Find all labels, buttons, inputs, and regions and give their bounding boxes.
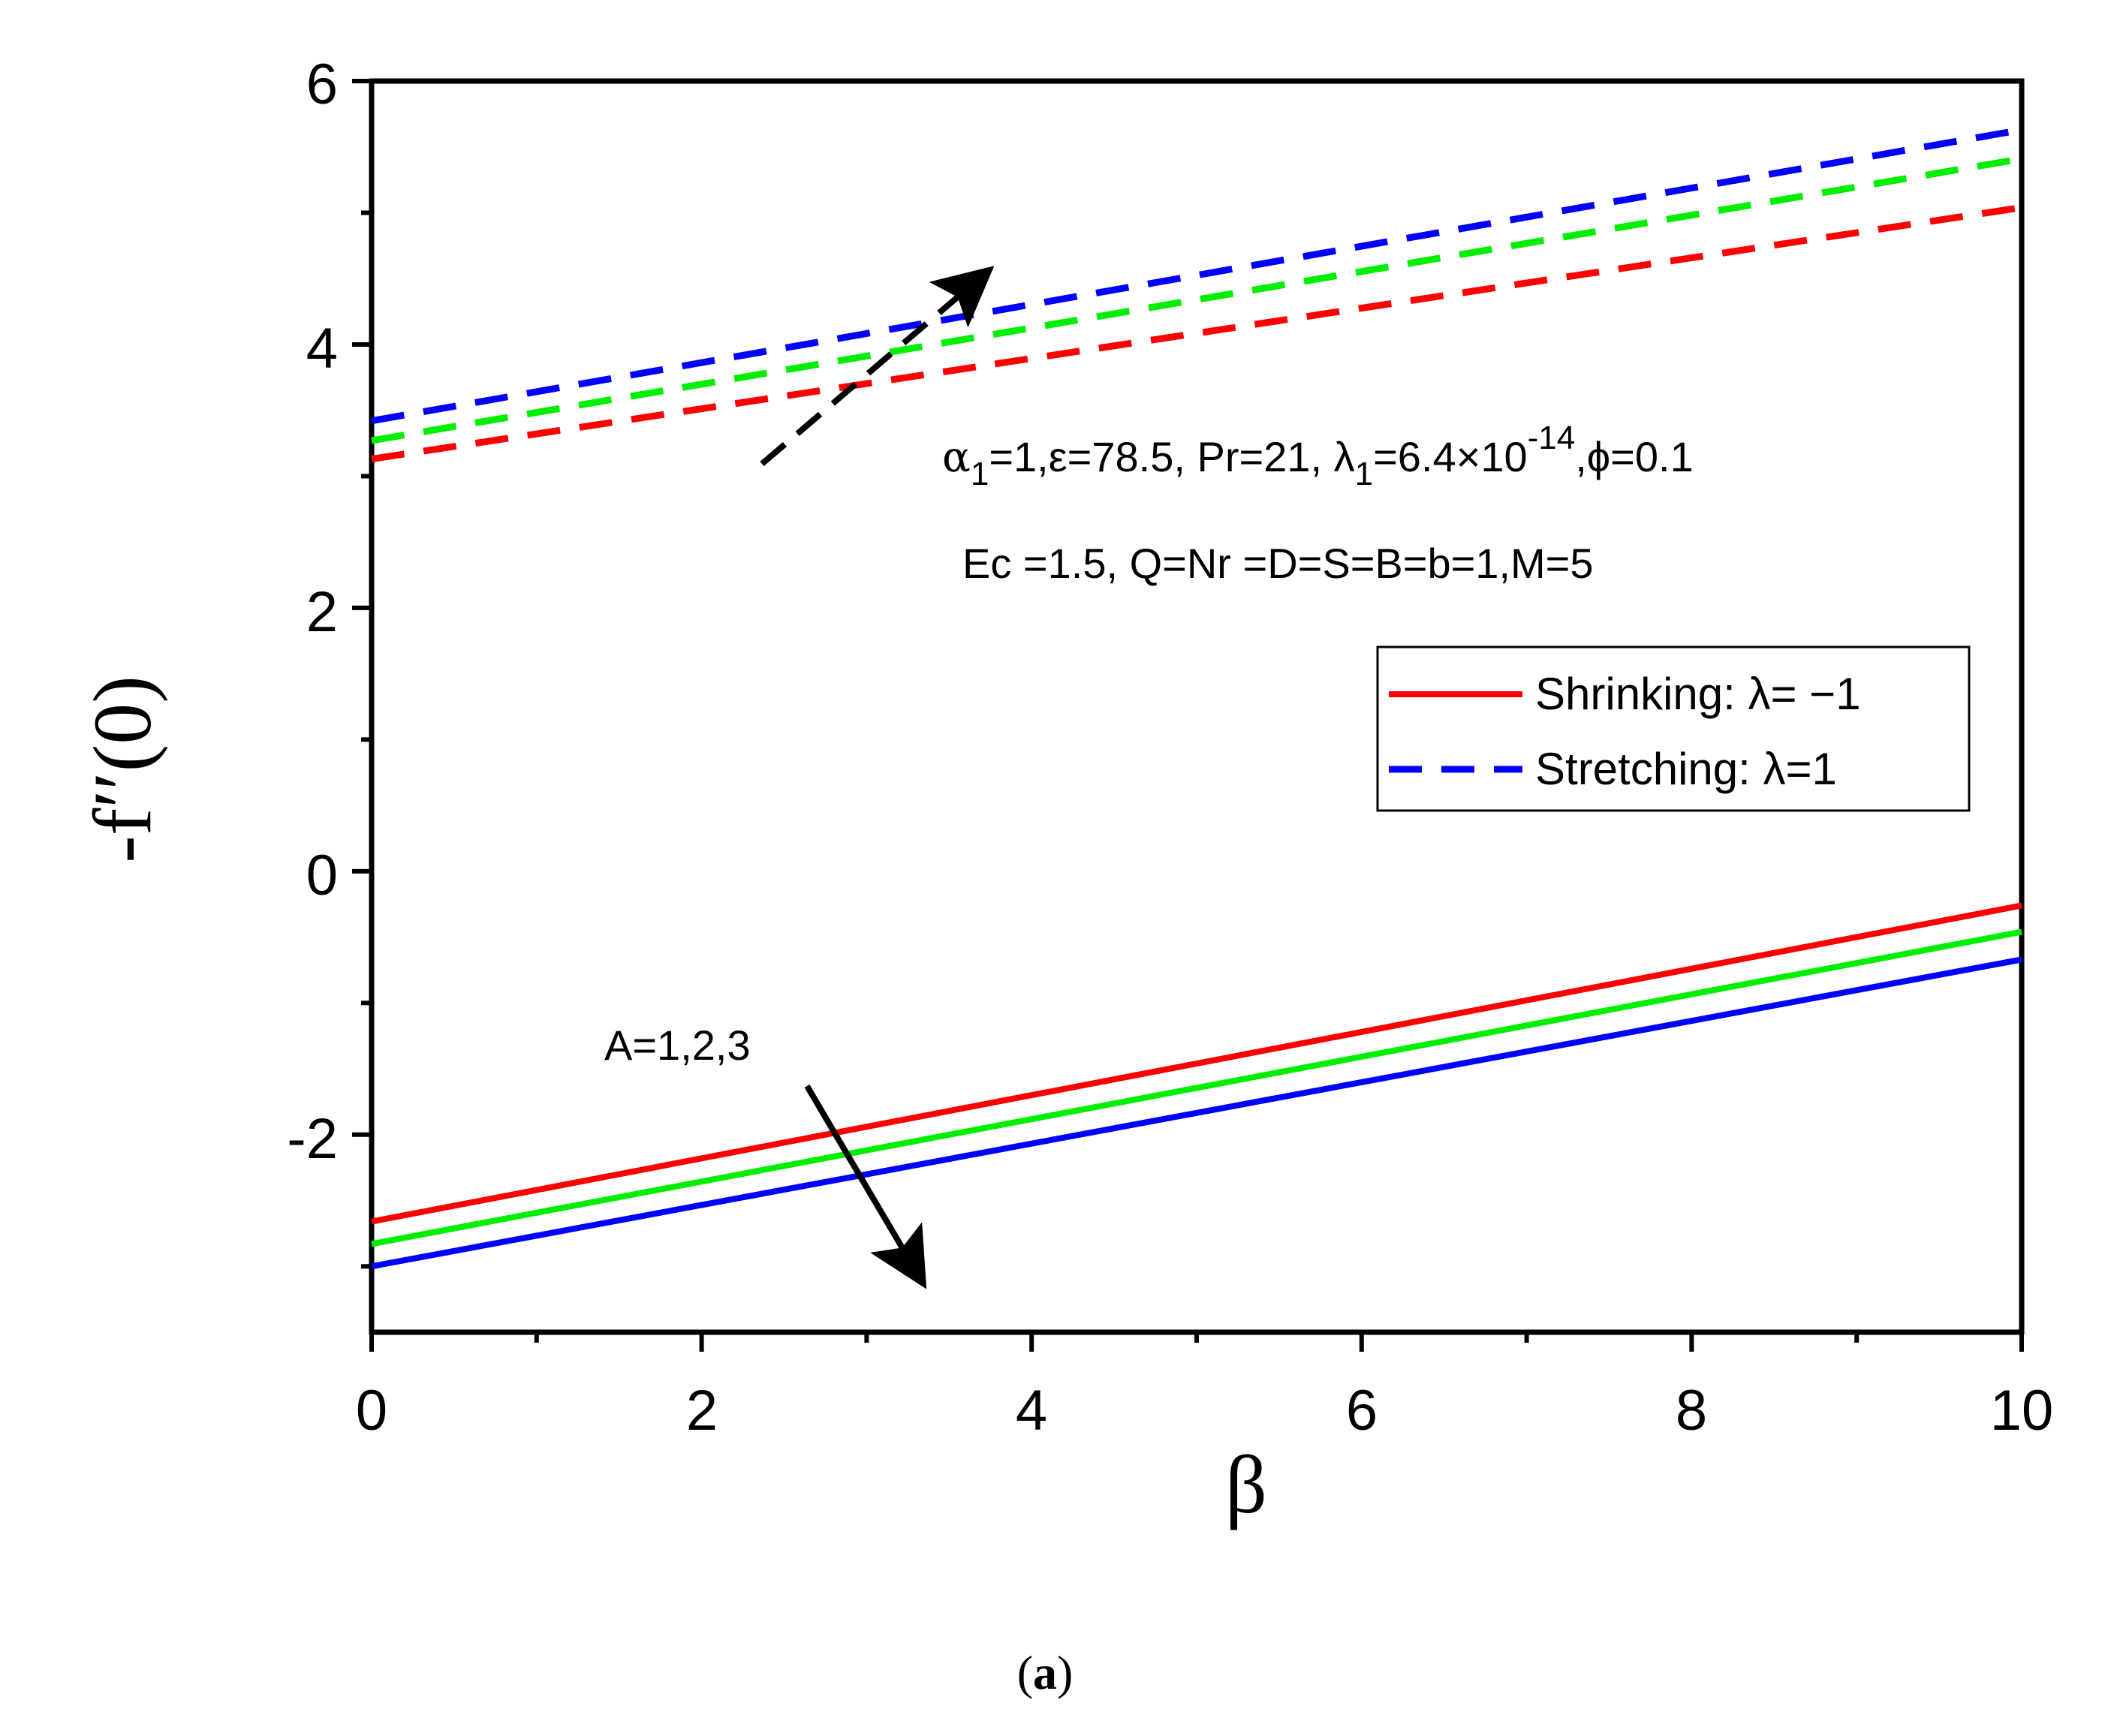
y-tick-label-neg2: -2 bbox=[287, 1107, 338, 1171]
x-tick-label-4: 4 bbox=[1016, 1379, 1047, 1443]
x-axis-title: β bbox=[1225, 1439, 1267, 1530]
caption-paren-close: ) bbox=[1057, 1646, 1073, 1699]
x-tick-labels: 0 2 4 6 8 10 bbox=[356, 1379, 2053, 1443]
legend: Shrinking: λ= −1 Stretching: λ=1 bbox=[1376, 645, 1971, 812]
legend-box bbox=[1376, 645, 1971, 812]
y-tick-label-0: 0 bbox=[306, 844, 338, 907]
params-annotation-line1: α1=1,ε=78.5, Pr=21, λ1=6.4×10-14,ϕ=0.1 bbox=[942, 420, 1694, 492]
y-tick-label-2: 2 bbox=[306, 580, 338, 644]
x-tick-label-8: 8 bbox=[1676, 1379, 1707, 1443]
arrow-shrinking-decrease bbox=[804, 1084, 927, 1289]
series-stretching-a2 bbox=[371, 155, 2022, 444]
x-tick-label-10: 10 bbox=[1990, 1379, 2054, 1443]
params-text-c: =6.4×10 bbox=[1373, 433, 1528, 480]
params-alpha-subscript: 1 bbox=[971, 456, 989, 492]
arrow-label-a-values: A=1,2,3 bbox=[604, 1021, 751, 1069]
params-text-b: =1,ε=78.5, Pr=21, λ bbox=[989, 433, 1354, 480]
series-shrinking-a2 bbox=[371, 928, 2022, 1247]
series-shrinking-a3 bbox=[371, 956, 2022, 1270]
params-annotation-line2: Ec =1.5, Q=Nr =D=S=B=b=1,M=5 bbox=[962, 540, 1594, 587]
params-alpha: α bbox=[942, 433, 971, 482]
x-tick-label-0: 0 bbox=[356, 1379, 387, 1443]
legend-label-shrinking: Shrinking: λ= −1 bbox=[1535, 669, 1861, 719]
series-stretching-a3 bbox=[371, 126, 2022, 425]
y-axis-title: -f′′(0) bbox=[77, 675, 168, 863]
y-tick-label-4: 4 bbox=[306, 317, 338, 381]
params-exponent: -14 bbox=[1528, 420, 1576, 456]
params-text-d: ,ϕ=0.1 bbox=[1575, 433, 1693, 480]
arrow-stretching-increase bbox=[760, 266, 995, 467]
x-axis-ticks bbox=[369, 1332, 2024, 1352]
figure-caption: (a) bbox=[1017, 1646, 1074, 1699]
y-tick-label-6: 6 bbox=[306, 53, 338, 116]
series-lines bbox=[371, 126, 2022, 1270]
x-tick-label-6: 6 bbox=[1346, 1379, 1378, 1443]
caption-paren-open: ( bbox=[1017, 1646, 1033, 1699]
caption-letter: a bbox=[1033, 1646, 1057, 1699]
legend-label-stretching: Stretching: λ=1 bbox=[1535, 744, 1837, 794]
y-tick-labels: -2 0 2 4 6 bbox=[287, 53, 338, 1171]
series-shrinking-a1 bbox=[371, 902, 2022, 1225]
series-stretching-a1 bbox=[371, 204, 2022, 463]
x-tick-label-2: 2 bbox=[686, 1379, 718, 1443]
params-lambda-subscript: 1 bbox=[1355, 456, 1373, 492]
y-axis-ticks bbox=[352, 79, 372, 1269]
